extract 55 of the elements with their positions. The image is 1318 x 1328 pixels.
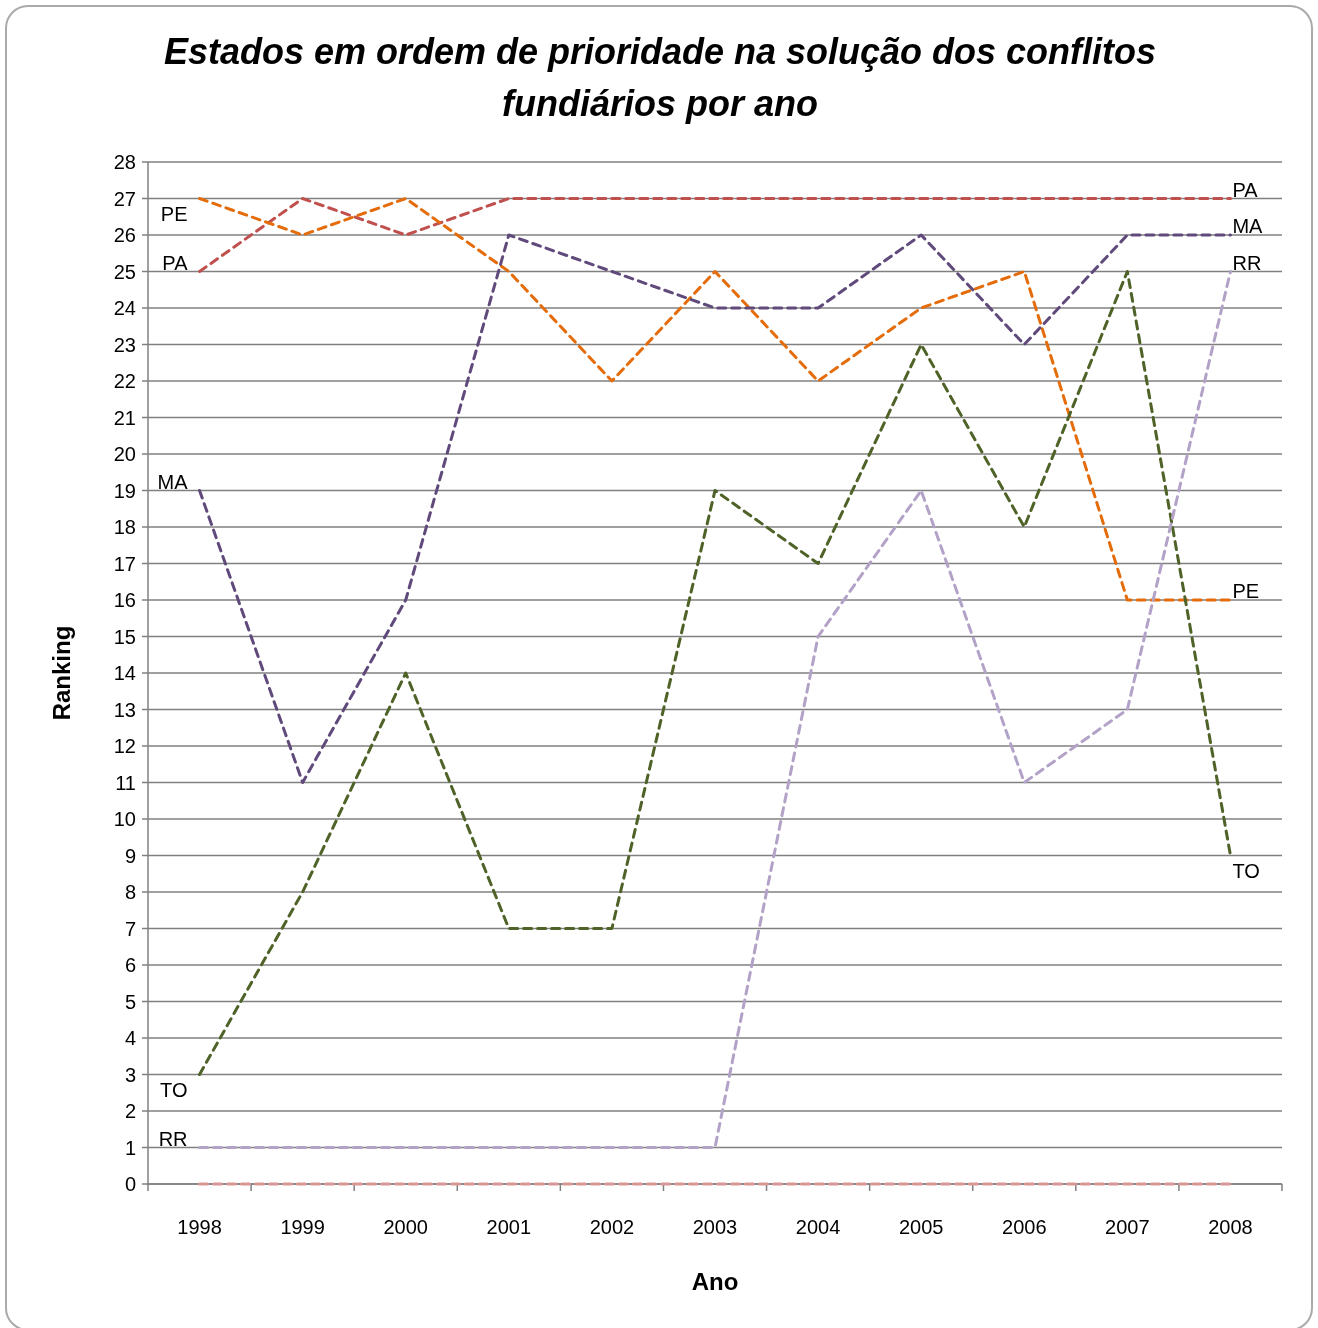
series-label: PE [1232,580,1260,602]
y-tick-label: 25 [113,260,136,283]
y-tick-label: 2 [124,1100,136,1122]
x-tick-label: 2007 [1105,1216,1150,1238]
y-tick-label: 21 [113,406,136,429]
y-tick-label: 10 [113,808,136,830]
x-tick-label: 2003 [692,1216,738,1238]
y-tick-label: 12 [113,735,136,757]
series-label: RR [1232,251,1262,274]
x-tick-label: 2001 [486,1216,532,1238]
series-label: TO [1232,859,1260,882]
line-series [198,197,1232,602]
text: RR [158,1127,188,1150]
y-tick-label: 15 [113,625,136,648]
y-tick-label: 3 [124,1063,136,1086]
y-tick-label: 20 [113,443,136,465]
y-tick-label: 7 [124,917,136,940]
y-tick-label: 16 [113,589,136,611]
x-tick-label: 2002 [589,1216,635,1238]
x-tick-label: 2000 [383,1216,428,1238]
y-tick-label: 8 [124,881,136,903]
y-tick-label: 23 [113,333,136,356]
y-tick-label: 5 [124,990,136,1013]
x-tick-label: 1998 [177,1216,222,1238]
y-tick-label: 6 [124,954,136,976]
x-tick-label: 2006 [1002,1216,1047,1238]
text: PE [160,202,188,225]
text: PA [162,251,188,274]
series-label: MA [1232,215,1264,237]
y-tick-label: 9 [124,844,136,867]
x-tick-label: 2004 [795,1216,841,1238]
y-tick-label: 4 [124,1027,136,1049]
y-tick-label: 0 [124,1173,136,1195]
line-series [198,233,1232,784]
y-tick-label: 14 [113,662,136,684]
y-axis-title: Ranking [48,625,75,721]
text: TO [160,1078,188,1101]
y-tick-label: 17 [113,552,136,575]
x-axis-title: Ano [691,1268,739,1295]
y-tick-label: 28 [113,151,136,173]
y-tick-label: 19 [113,479,136,502]
y-tick-label: 24 [113,297,136,319]
series-label: PA [1232,178,1259,201]
y-tick-label: 13 [113,698,136,721]
y-tick-label: 11 [115,771,136,794]
x-tick-label: 2005 [898,1216,944,1238]
y-tick-label: 26 [113,224,136,246]
x-tick-label: 1999 [280,1216,325,1238]
x-tick-label: 2008 [1208,1216,1253,1238]
y-tick-label: 1 [124,1136,136,1159]
chart-title: Estados em ordem de prioridade na solução dos conflitos fundiários por ano [163,31,1157,124]
y-tick-label: 27 [113,187,136,210]
text: MA [157,470,188,493]
y-tick-label: 18 [113,516,136,538]
y-tick-label: 22 [113,370,136,392]
